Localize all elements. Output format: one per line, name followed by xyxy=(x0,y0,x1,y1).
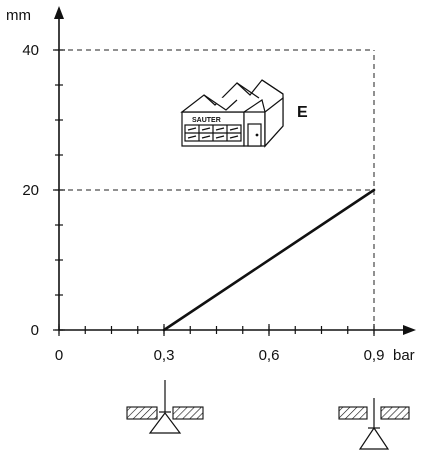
x-tick-label: 0,3 xyxy=(154,347,175,364)
valve-closed-icon xyxy=(126,380,204,434)
factory-icon xyxy=(180,79,284,148)
y-tick-label: 0 xyxy=(31,322,39,339)
x-tick-label: 0,6 xyxy=(259,347,280,364)
y-axis-title: mm xyxy=(6,7,31,24)
factory-label: E xyxy=(297,104,308,121)
y-axis-arrow xyxy=(54,6,64,19)
x-axis-title: bar xyxy=(393,347,415,364)
valve-open-icon xyxy=(338,398,410,450)
y-tick-label: 40 xyxy=(22,42,39,59)
factory-brand-text: SAUTER xyxy=(192,117,221,124)
y-tick-label: 20 xyxy=(22,182,39,199)
x-axis-arrow xyxy=(403,325,416,335)
x-tick-label: 0 xyxy=(55,347,63,364)
x-tick-label: 0,9 xyxy=(364,347,385,364)
series-line xyxy=(162,188,376,332)
